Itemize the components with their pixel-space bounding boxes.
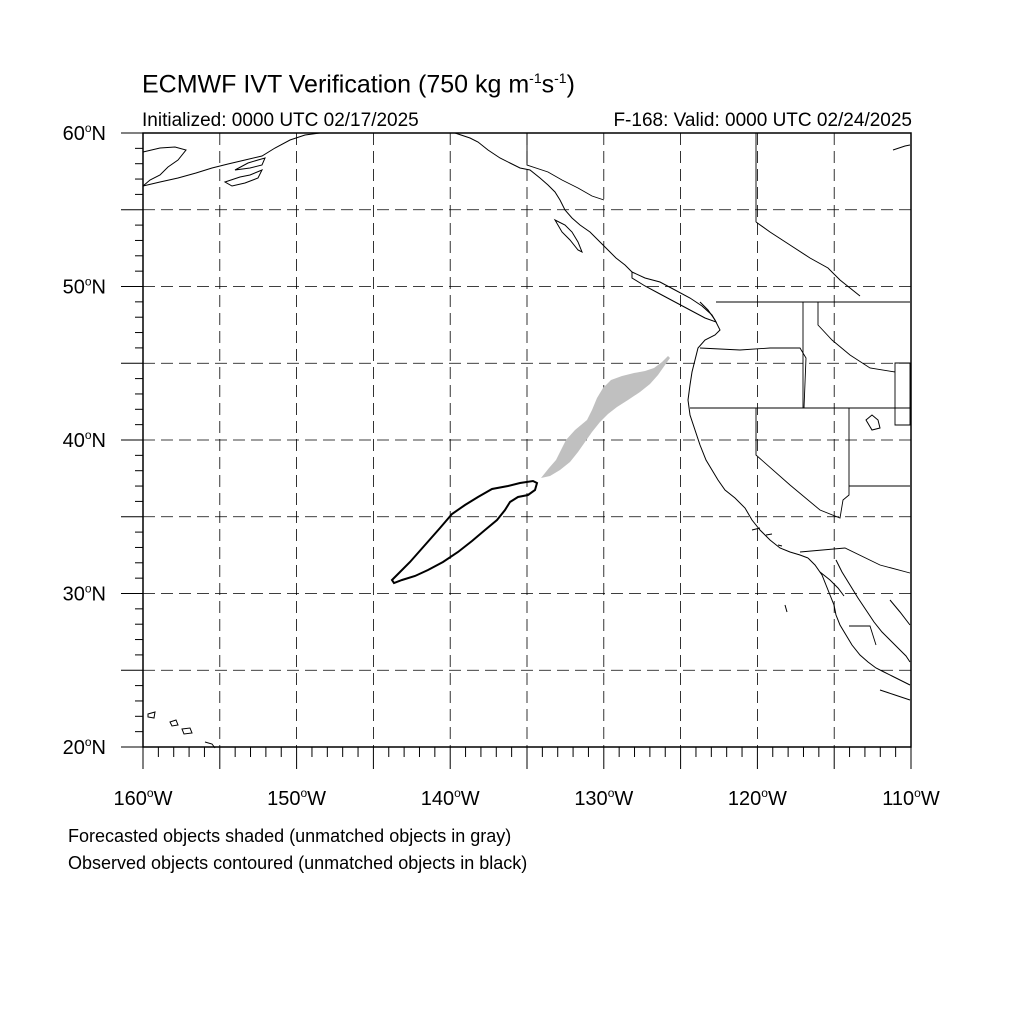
observed-object-contour [390, 479, 539, 585]
coastlines [142, 132, 911, 749]
lon-label-150: 150oW [267, 786, 326, 810]
longitude-labels: 160oW 150oW 140oW 130oW 120oW 110oW [114, 786, 940, 810]
initialized-time: Initialized: 0000 UTC 02/17/2025 [142, 110, 419, 131]
lon-label-160: 160oW [114, 786, 173, 810]
forecast-legend-note: Forecasted objects shaded (unmatched obj… [68, 826, 512, 846]
lon-label-110: 110oW [882, 786, 940, 810]
map-title: ECMWF IVT Verification (750 kg m-1s-1) [142, 70, 575, 99]
axis-ticks [121, 132, 912, 769]
alaska-peninsula [142, 132, 321, 187]
se-alaska-coast [454, 132, 633, 273]
alaska-coast [142, 146, 187, 187]
montana-border [817, 302, 911, 426]
lon-label-140: 140oW [421, 786, 480, 810]
valid-time: F-168: Valid: 0000 UTC 02/24/2025 [613, 110, 912, 131]
lon-label-130: 130oW [574, 786, 633, 810]
lat-label-50: 50oN [63, 275, 106, 299]
california-nevada-border [755, 408, 850, 519]
forecast-object-shaded [541, 356, 670, 478]
lat-label-20: 20oN [63, 735, 106, 759]
hawaii-islands [147, 711, 216, 749]
mexico-mainland [889, 599, 911, 626]
latitude-labels: 60oN 50oN 40oN 30oN 20oN [63, 121, 106, 759]
lat-lon-grid [143, 133, 911, 747]
lat-label-40: 40oN [63, 428, 106, 452]
political-borders [526, 133, 911, 646]
lat-label-60: 60oN [63, 121, 106, 145]
channel-islands [751, 527, 783, 547]
kodiak-island [223, 169, 264, 187]
vancouver-island [631, 271, 718, 323]
lat-label-30: 30oN [63, 582, 106, 606]
observed-legend-note: Observed objects contoured (unmatched ob… [68, 853, 528, 873]
lon-label-120: 120oW [728, 786, 787, 810]
plot-frame [142, 132, 912, 748]
us-mexico-border [799, 547, 911, 574]
us-west-coast [687, 301, 809, 559]
haida-gwaii [553, 218, 583, 254]
alaska-canada-border [526, 133, 605, 201]
washington-oregon-border [699, 347, 807, 409]
baja-california [807, 557, 911, 686]
